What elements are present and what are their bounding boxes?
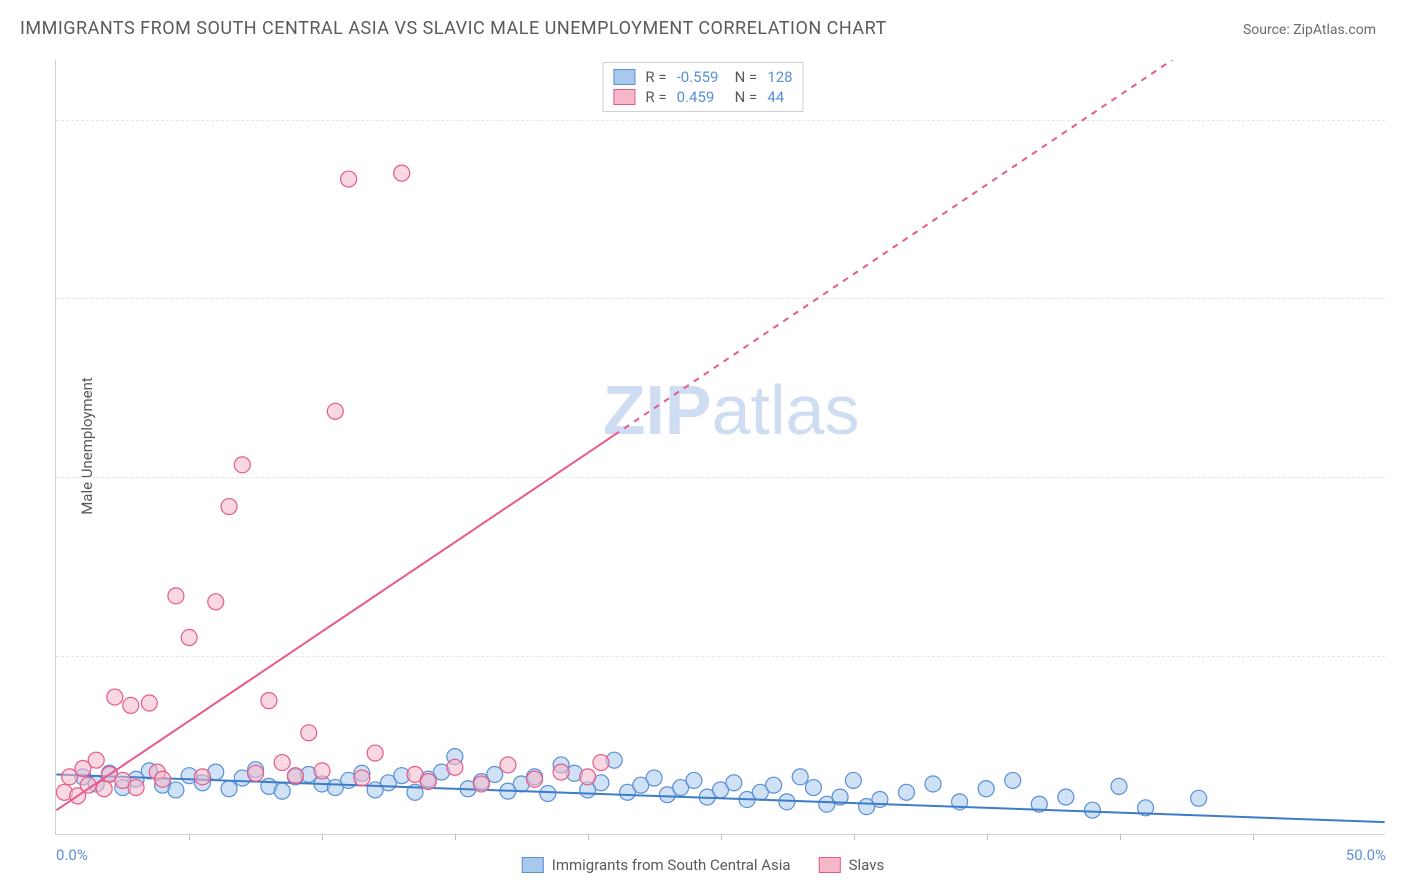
- chart-title: IMMIGRANTS FROM SOUTH CENTRAL ASIA VS SL…: [20, 18, 887, 39]
- data-point: [274, 755, 290, 771]
- data-point: [248, 765, 264, 781]
- data-point: [194, 769, 210, 785]
- data-point: [287, 768, 303, 784]
- source-label: Source:: [1243, 22, 1290, 38]
- data-point: [646, 770, 662, 786]
- data-point: [394, 165, 410, 181]
- n-label: N =: [735, 88, 758, 106]
- data-point: [168, 588, 184, 604]
- data-point: [234, 457, 250, 473]
- data-point: [88, 752, 104, 768]
- legend-row: R = -0.559 N = 128: [613, 67, 792, 87]
- legend-swatch: [819, 857, 841, 873]
- data-point: [1191, 790, 1207, 806]
- data-point: [978, 781, 994, 797]
- r-label: R =: [645, 88, 666, 106]
- data-point: [327, 403, 343, 419]
- data-point: [593, 755, 609, 771]
- r-value: 0.459: [677, 88, 725, 106]
- n-value: 44: [767, 88, 784, 106]
- data-point: [1111, 778, 1127, 794]
- data-point: [367, 745, 383, 761]
- plot-area: 15.0%30.0%45.0%60.0%0.0%50.0%: [55, 60, 1385, 835]
- data-point: [805, 780, 821, 796]
- n-label: N =: [735, 68, 758, 86]
- data-point: [580, 769, 596, 785]
- data-point: [540, 786, 556, 802]
- data-point: [208, 594, 224, 610]
- data-point: [473, 776, 489, 792]
- x-tick-mark: [322, 834, 323, 840]
- data-point: [792, 769, 808, 785]
- data-point: [301, 725, 317, 741]
- x-tick-label: 0.0%: [56, 846, 88, 864]
- data-point: [1084, 802, 1100, 818]
- data-point: [527, 771, 543, 787]
- data-point: [686, 772, 702, 788]
- source-attribution: Source: ZipAtlas.com: [1243, 22, 1376, 38]
- chart-svg: [56, 60, 1385, 834]
- legend-row: R = 0.459 N = 44: [613, 87, 792, 107]
- n-value: 128: [767, 68, 792, 86]
- x-tick-mark: [854, 834, 855, 840]
- data-point: [181, 630, 197, 646]
- data-point: [96, 781, 112, 797]
- data-point: [354, 770, 370, 786]
- source-link[interactable]: ZipAtlas.com: [1293, 22, 1376, 38]
- x-tick-mark: [987, 834, 988, 840]
- data-point: [221, 499, 237, 515]
- legend-swatch: [613, 69, 635, 85]
- data-point: [221, 781, 237, 797]
- data-point: [341, 171, 357, 187]
- data-point: [261, 693, 277, 709]
- legend-item: Slavs: [819, 856, 885, 874]
- x-tick-mark: [721, 834, 722, 840]
- data-point: [420, 774, 436, 790]
- legend-swatch: [522, 857, 544, 873]
- correlation-legend: R = -0.559 N = 128 R = 0.459 N = 44: [602, 62, 803, 112]
- y-tick-label: 30.0%: [1395, 468, 1406, 486]
- legend-swatch: [613, 89, 635, 105]
- data-point: [845, 772, 861, 788]
- data-point: [553, 764, 569, 780]
- data-point: [898, 784, 914, 800]
- data-point: [447, 759, 463, 775]
- data-point: [168, 782, 184, 798]
- data-point: [726, 775, 742, 791]
- x-tick-mark: [1253, 834, 1254, 840]
- data-point: [155, 771, 171, 787]
- r-label: R =: [645, 68, 666, 86]
- data-point: [123, 697, 139, 713]
- data-point: [500, 757, 516, 773]
- trend-line-solid: [56, 435, 614, 810]
- data-point: [925, 776, 941, 792]
- data-point: [766, 777, 782, 793]
- y-tick-label: 60.0%: [1395, 111, 1406, 129]
- data-point: [141, 695, 157, 711]
- legend-label: Slavs: [849, 856, 885, 874]
- data-point: [1005, 772, 1021, 788]
- data-point: [128, 780, 144, 796]
- y-tick-label: 45.0%: [1395, 289, 1406, 307]
- x-tick-mark: [1120, 834, 1121, 840]
- data-point: [107, 689, 123, 705]
- legend-label: Immigrants from South Central Asia: [552, 856, 791, 874]
- x-tick-label: 50.0%: [1346, 846, 1386, 864]
- series-legend: Immigrants from South Central Asia Slavs: [522, 856, 884, 874]
- data-point: [487, 766, 503, 782]
- r-value: -0.559: [677, 68, 725, 86]
- data-point: [274, 783, 290, 799]
- trend-line-dashed: [614, 60, 1172, 435]
- x-tick-mark: [455, 834, 456, 840]
- x-tick-mark: [588, 834, 589, 840]
- y-tick-label: 15.0%: [1395, 647, 1406, 665]
- legend-item: Immigrants from South Central Asia: [522, 856, 791, 874]
- data-point: [314, 763, 330, 779]
- x-tick-mark: [189, 834, 190, 840]
- data-point: [1058, 789, 1074, 805]
